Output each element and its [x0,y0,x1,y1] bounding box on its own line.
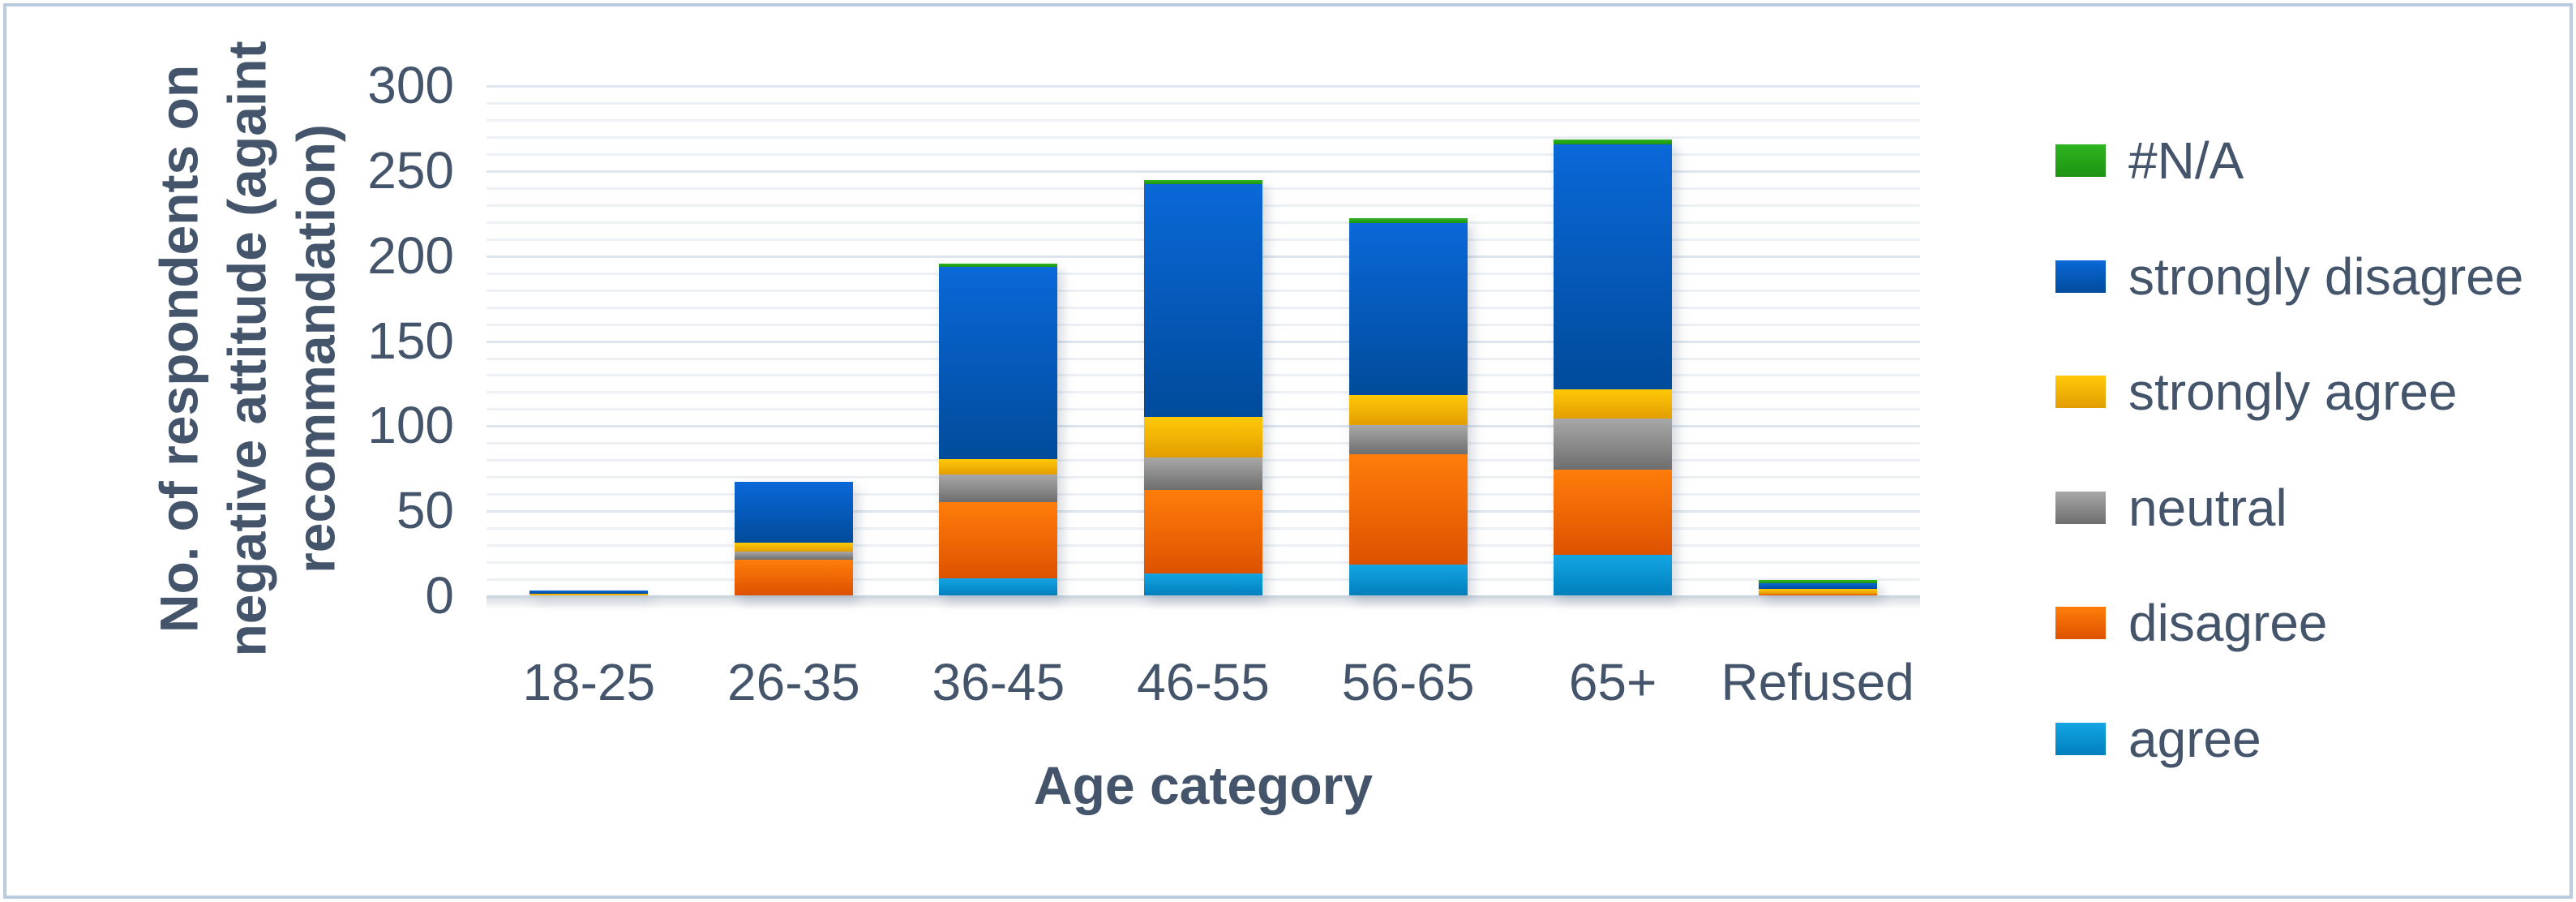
bar-36-45 [939,264,1058,595]
x-tick-label: 46-55 [1137,653,1270,711]
y-tick-label: 100 [367,396,454,455]
bar-segment-neutral [939,475,1058,502]
legend-swatch-neutral [2055,491,2106,524]
bar-segment-neutral [734,551,853,560]
bar-segment-strongly-disagree [939,267,1058,460]
y-tick-label: 250 [367,140,454,200]
bar-segment-strongly-disagree [1758,583,1877,589]
bar-segment-disagree [1758,593,1877,595]
bar-segment--n-a [1758,580,1877,584]
gridline-minor [486,152,1920,156]
bar-segment-disagree [734,560,853,595]
gridline-major [486,170,1920,173]
bar-segment-strongly-disagree [1348,222,1468,395]
x-tick-label: 36-45 [932,653,1065,711]
bar-65+ [1554,140,1673,595]
x-axis-title: Age category [1033,755,1374,815]
bar-segment-strongly-disagree [1554,144,1673,390]
bar-segment-agree [939,578,1058,595]
bar-segment-disagree [939,501,1058,578]
gridline-minor [486,118,1920,122]
legend-item-disagree: disagree [2055,594,2328,652]
legend-item--n-a: #N/A [2055,131,2244,190]
x-tick-label: Refused [1721,653,1914,711]
legend-item-strongly-disagree: strongly disagree [2055,247,2523,306]
legend-swatch-strongly-agree [2055,376,2106,408]
legend-swatch--n-a [2055,144,2106,177]
legend-item-strongly-agree: strongly agree [2055,363,2458,421]
bar-segment-neutral [1554,418,1673,470]
bar-segment-disagree [1554,469,1673,555]
x-tick-label: 18-25 [522,653,656,711]
bar-segment--n-a [1554,140,1673,145]
bar-56-65 [1348,217,1468,595]
y-tick-label: 50 [396,481,454,540]
legend-swatch-strongly-disagree [2055,260,2106,293]
chart-frame-border [3,3,2573,899]
y-tick-label: 200 [367,226,454,285]
bar-segment-disagree [1144,490,1262,573]
legend-label: disagree [2128,594,2328,652]
x-tick-label: 26-35 [727,653,860,711]
bar-segment-strongly-agree [1144,416,1262,458]
baseline-shadow [486,598,1920,609]
y-axis-title-line: recommandation) [285,124,346,573]
bar-46-55 [1144,180,1262,595]
bar-segment-neutral [1348,425,1468,454]
bar-segment-strongly-disagree [734,481,853,543]
legend-label: strongly agree [2128,363,2458,421]
legend-item-agree: agree [2055,710,2261,768]
legend-item-neutral: neutral [2055,479,2287,537]
bar-segment-strongly-agree [734,543,853,552]
bar-segment-disagree [1348,454,1468,565]
bar-segment-strongly-agree [939,459,1058,475]
bar-refused [1758,580,1877,595]
x-axis-line [486,595,1920,598]
bar-segment-strongly-agree [1554,389,1673,419]
y-tick-label: 150 [367,311,454,370]
y-axis-title-line: negative attitude (againt [216,41,277,657]
bar-segment-agree [1144,573,1262,595]
legend-label: #N/A [2128,131,2244,190]
bar-segment--n-a [1144,180,1262,184]
bar-segment-strongly-agree [529,593,649,595]
gridline-minor [486,102,1920,105]
bar-segment--n-a [939,264,1058,268]
y-tick-label: 0 [425,566,454,625]
bar-segment-agree [1554,554,1673,595]
x-tick-label: 65+ [1568,653,1657,711]
bar-segment-strongly-disagree [1144,183,1262,417]
x-tick-label: 56-65 [1341,653,1475,711]
legend-swatch-disagree [2055,607,2106,639]
gridline-major [486,85,1920,88]
y-axis-title-line: No. of respondents on [148,64,209,634]
bar-segment-strongly-agree [1348,394,1468,426]
y-tick-label: 300 [367,56,454,114]
bar-segment-strongly-disagree [529,590,649,594]
bar-segment-strongly-agree [1758,588,1877,594]
bar-segment-agree [1348,565,1468,595]
legend-label: neutral [2128,478,2287,537]
bar-segment-neutral [1144,457,1262,490]
legend-label: strongly disagree [2128,247,2524,306]
bar-18-25 [529,590,649,595]
legend-label: agree [2128,709,2261,768]
bar-segment--n-a [1348,217,1468,223]
y-axis-title: No. of respondents on negative attitude … [144,41,349,656]
legend-swatch-agree [2055,722,2106,755]
bar-26-35 [734,481,853,595]
gridline-minor [486,135,1920,139]
